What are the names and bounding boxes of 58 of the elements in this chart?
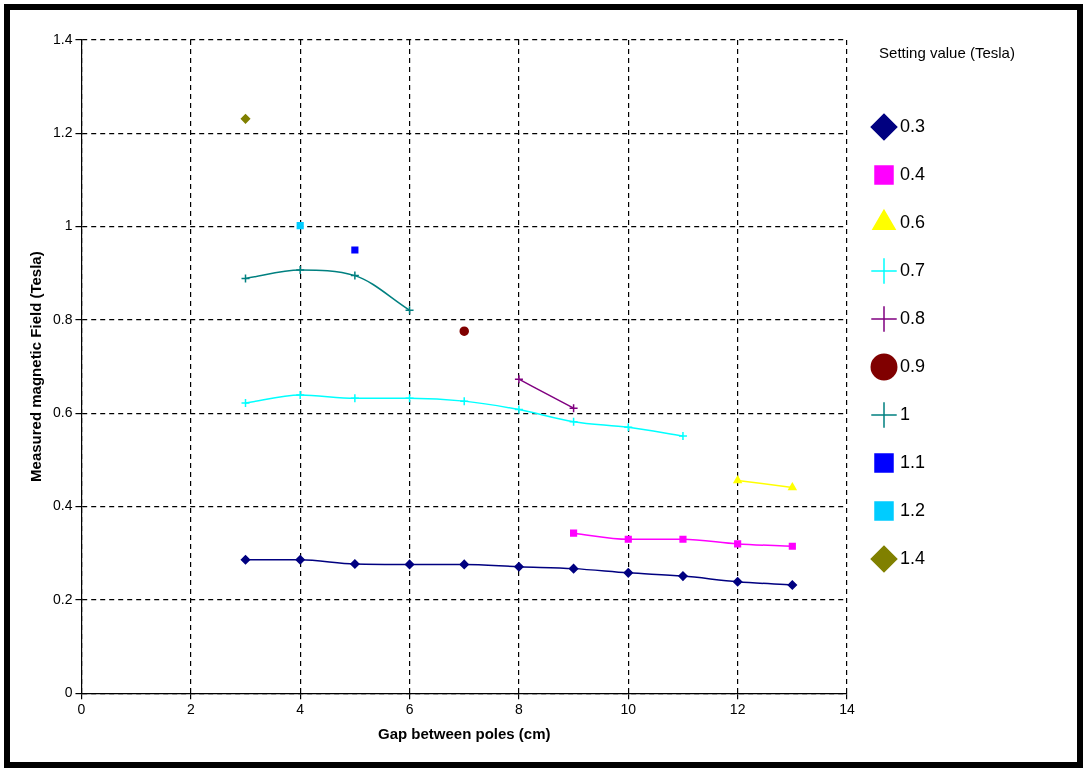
point: [459, 326, 469, 336]
point: [459, 396, 469, 406]
legend-label: 1.4: [900, 547, 926, 568]
legend-label: 0.9: [900, 355, 926, 376]
x-tick-label: 6: [405, 701, 414, 718]
legend-label: 0.8: [900, 307, 926, 328]
point: [295, 555, 305, 565]
x-tick-label: 10: [620, 701, 637, 718]
point: [568, 403, 579, 413]
y-tick-label: 0.8: [52, 310, 73, 327]
point: [514, 374, 524, 384]
x-tick-label: 2: [186, 701, 195, 718]
x-tick-label: 4: [296, 701, 305, 718]
y-tick-label: 0.2: [52, 590, 73, 607]
point: [734, 540, 742, 548]
point: [240, 555, 251, 565]
legend-label: 0.6: [900, 211, 926, 232]
legend-title: Setting value (Tesla): [879, 43, 1015, 61]
point: [404, 305, 415, 315]
point: [350, 559, 360, 569]
point: [295, 265, 305, 275]
legend-label: 1.1: [900, 451, 926, 472]
point: [514, 404, 524, 415]
point: [678, 571, 688, 581]
y-tick-label: 1: [64, 217, 73, 234]
point: [679, 535, 687, 543]
y-tick-label: 0.6: [52, 404, 73, 421]
point: [514, 562, 524, 572]
y-tick-label: 0: [64, 684, 73, 701]
x-tick-label: 14: [839, 701, 855, 718]
point: [240, 398, 251, 408]
y-axis-title: Measured magnetic Field (Tesla): [27, 251, 45, 482]
point: [623, 568, 634, 578]
legend-label: 0.7: [900, 259, 926, 280]
x-tick-label: 12: [729, 701, 746, 718]
point: [295, 390, 305, 400]
y-tick-label: 1.4: [52, 30, 73, 47]
x-axis-title: Gap between poles (cm): [377, 725, 551, 743]
point: [350, 270, 360, 281]
point: [404, 559, 415, 570]
point: [568, 563, 579, 574]
point: [788, 542, 796, 550]
y-tick-label: 0.4: [52, 497, 73, 514]
point: [570, 529, 578, 537]
legend-label: 0.3: [900, 115, 926, 136]
x-tick-label: 8: [515, 701, 524, 718]
x-tick-label: 0: [77, 701, 86, 718]
y-tick-label: 1.2: [52, 124, 73, 141]
point: [240, 114, 251, 124]
point: [732, 576, 743, 587]
legend-label: 0.4: [900, 163, 926, 184]
legend-label: 1: [900, 403, 911, 424]
legend-label: 1.2: [900, 499, 926, 520]
point: [624, 535, 632, 543]
point: [678, 431, 688, 441]
point: [350, 393, 360, 404]
point: [459, 559, 469, 570]
point: [787, 580, 798, 590]
